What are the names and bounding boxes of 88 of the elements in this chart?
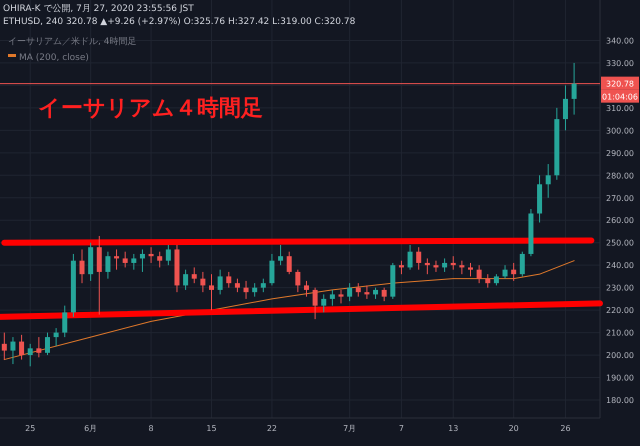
annotation: イーサリアム４時間足 [38, 96, 263, 121]
y-tick-label: 240.00 [606, 261, 634, 270]
y-tick-label: 190.00 [606, 374, 634, 383]
candlestick [269, 253, 274, 286]
candlestick [433, 260, 438, 272]
candlestick [234, 278, 240, 293]
candlestick [19, 334, 24, 360]
candlestick [278, 244, 284, 266]
line-series [4, 260, 575, 360]
x-tick-label: 22 [266, 424, 278, 433]
candlestick [321, 294, 326, 313]
y-tick-label: 270.00 [606, 194, 634, 203]
text: 01:04:06 [602, 92, 638, 102]
candlestick [200, 271, 206, 293]
legend-label: MA (200, close) [19, 53, 89, 63]
candlestick [122, 251, 128, 268]
candlestick [312, 287, 318, 320]
candlestick [546, 164, 551, 198]
candlestick [511, 262, 516, 282]
candlestick [459, 260, 464, 275]
candlestick [183, 269, 188, 290]
y-tick-label: 180.00 [606, 396, 634, 406]
candlestick [54, 328, 59, 347]
candlestick [131, 253, 136, 270]
y-tick-label: 340.00 [606, 36, 634, 46]
candlestick [476, 264, 482, 284]
candlestick [44, 332, 50, 356]
text: イーサリアム／米ドル, 4時間足 [8, 36, 136, 47]
candlestick [80, 248, 85, 284]
candlestick [304, 280, 309, 298]
candlestick [416, 246, 422, 270]
candlestick [572, 62, 577, 116]
y-tick-label: 260.00 [606, 216, 634, 226]
x-tick-label: 8 [148, 424, 154, 433]
candlestick [373, 287, 378, 300]
candlestick [157, 251, 162, 268]
candlestick [28, 343, 33, 367]
annotation: ETHUSD, 240 320.78 ▲+9.26 (+2.97%) O:325.76 H:327.42 L:319.00 C:320.78 [3, 17, 356, 27]
y-tick-label: 290.00 [606, 148, 634, 158]
candlestick [562, 84, 568, 131]
y-tick-label: 210.00 [606, 328, 634, 338]
candlestick [494, 274, 499, 286]
candlestick [398, 260, 404, 275]
y-tick-label: 230.00 [606, 284, 634, 293]
y-tick-label: 300.00 [606, 126, 634, 136]
candlestick [520, 251, 525, 277]
y-tick-label: 250.00 [606, 238, 634, 248]
x-tick-label: 25 [25, 424, 36, 433]
candlestick [286, 251, 292, 275]
x-tick-label: 13 [448, 424, 458, 433]
candlestick [192, 266, 197, 284]
candlestick [62, 305, 68, 338]
candlestick [209, 274, 214, 311]
candlestick [364, 284, 370, 300]
candlestick [252, 282, 258, 298]
x-tick-label: 6月 [84, 424, 98, 433]
candlestick [244, 280, 249, 300]
candlestick [356, 282, 361, 298]
candlestick [226, 271, 232, 288]
candlestick [485, 274, 490, 288]
candlestick [218, 269, 223, 295]
x-tick-label: 15 [206, 424, 217, 433]
candlestick [2, 332, 7, 360]
candlestick [442, 258, 448, 272]
candlestick [502, 264, 508, 280]
candlestick [36, 336, 42, 358]
x-tick-label: 26 [560, 424, 571, 433]
annotation: OHIRA-K で公開, 7月 27, 2020 23:55:56 JST [3, 3, 194, 14]
x-tick-label: 7 [398, 424, 404, 433]
candlestick [114, 248, 120, 270]
candlestick [10, 336, 16, 365]
y-tick-label: 200.00 [606, 351, 634, 360]
x-tick-label: 7月 [343, 424, 356, 433]
candlestick [260, 278, 266, 293]
candlestick [347, 282, 352, 302]
y-tick-label: 330.00 [606, 58, 634, 68]
candlestick [408, 244, 413, 270]
x-tick-label: 20 [508, 424, 519, 433]
candlestick [166, 244, 171, 266]
y-tick-label: 220.00 [606, 306, 634, 316]
y-tick-label: 310.00 [606, 104, 634, 113]
ref-line-label: 320.78 [606, 80, 634, 89]
candlestick [140, 248, 145, 272]
y-tick-label: 280.00 [606, 171, 634, 180]
candlestick [295, 269, 300, 293]
candlestick [105, 251, 110, 280]
candlestick [330, 289, 335, 306]
candlestick [382, 287, 387, 302]
